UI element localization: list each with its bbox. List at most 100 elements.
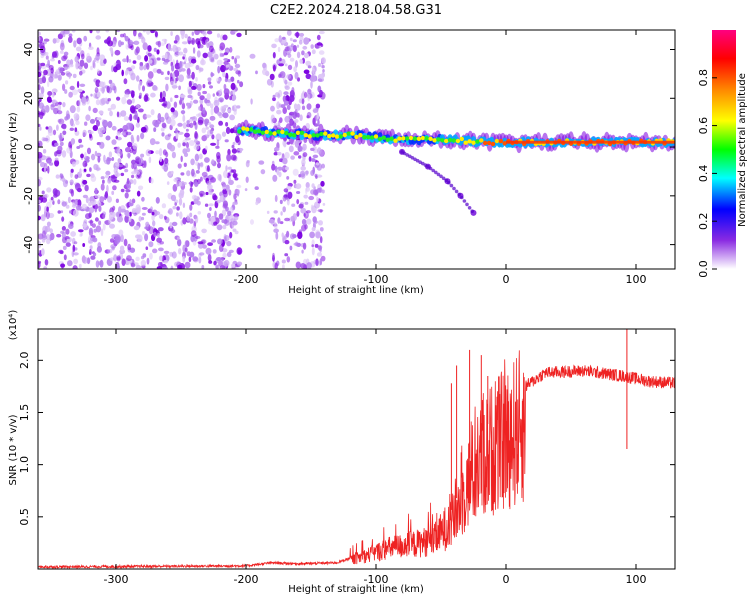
spectrogram-noise-point (211, 159, 215, 165)
spectrogram-noise-point (51, 92, 55, 98)
spectrogram-noise-point (138, 185, 144, 191)
spectrogram-noise-point (65, 242, 71, 247)
spectrogram-noise-point (99, 81, 105, 88)
spectrogram-noise-point (217, 238, 223, 245)
spectrogram-noise-point (111, 190, 115, 195)
spectrogram-noise-point (140, 126, 147, 133)
spectrogram-noise-point (135, 122, 141, 128)
spectrogram-noise-point (130, 65, 136, 70)
spectrogram-noise-point (61, 150, 67, 158)
spectrogram-signal-peak (377, 136, 383, 142)
spectrogram-noise-point (38, 36, 41, 42)
spectrogram-noise-point (111, 139, 117, 145)
spectrogram-noise-point (177, 236, 181, 240)
spectrogram-noise-point (164, 76, 170, 81)
spectrogram-noise-point (198, 67, 204, 72)
spectrogram-noise-point (296, 51, 301, 59)
spectrogram-noise-point (202, 107, 206, 115)
spectrogram-noise-point (201, 171, 208, 177)
spectrogram-noise-point (41, 136, 46, 142)
spectrogram-noise-point (199, 193, 203, 198)
spectrogram-noise-point (205, 247, 212, 255)
snr-x-tick-label: 100 (626, 573, 647, 586)
spectrogram-noise-point (300, 263, 306, 269)
spectrogram-noise-point (194, 236, 201, 239)
spectrogram-noise-point (312, 154, 319, 159)
spectrogram-noise-point (202, 90, 208, 95)
spectrogram-noise-point (219, 52, 223, 58)
spectrogram-noise-point (171, 221, 178, 227)
spectrogram-noise-point (165, 151, 169, 158)
spectrogram-noise-point (158, 148, 163, 157)
spectrogram-noise-point (109, 223, 115, 229)
spectrogram-noise-point (40, 162, 46, 168)
spectrogram-noise-point (145, 221, 150, 228)
snr-series-line (38, 350, 675, 569)
spectrogram-noise-point (149, 252, 153, 260)
spectrogram-noise-point (279, 57, 282, 62)
spectrogram-noise-point (233, 192, 237, 201)
spectrogram-noise-point (310, 80, 313, 89)
spectrogram-noise-point (126, 99, 133, 105)
spectrogram-noise-point (61, 216, 65, 222)
spectrogram-signal-peak (475, 139, 480, 144)
spectrogram-noise-point (72, 265, 78, 269)
spectrogram-noise-point (102, 213, 106, 219)
spectrogram-noise-point (194, 181, 199, 188)
spectrogram-x-tick-label: -100 (364, 273, 389, 286)
spectrogram-noise-point (236, 184, 242, 189)
spectrogram-noise-point (170, 119, 176, 127)
spectrogram-noise-point (301, 224, 307, 232)
spectrogram-noise-point (99, 59, 104, 67)
spectrogram-noise-point (179, 60, 182, 69)
spectrogram-noise-point (182, 53, 186, 58)
spectrogram-noise-point (67, 196, 71, 204)
spectrogram-signal-peak (428, 136, 433, 141)
spectrogram-noise-point (141, 216, 145, 221)
spectrogram-noise-point (300, 207, 307, 214)
spectrogram-noise-point (277, 46, 281, 53)
spectrogram-signal-peak (268, 131, 273, 136)
spectrogram-noise-point (205, 145, 208, 151)
spectrogram-signal-peak (291, 133, 297, 138)
spectrogram-signal-peak (311, 133, 316, 138)
spectrogram-noise-point (274, 262, 278, 269)
spectrogram-noise-point (72, 200, 79, 207)
spectrogram-x-ticks: -300 -200 -100 0 100 (104, 30, 647, 286)
spectrogram-noise-point (48, 64, 54, 71)
spectrogram-noise-point (199, 252, 205, 256)
spectrogram-noise-point (121, 69, 124, 77)
spectrogram-noise-point (149, 138, 156, 146)
spectrogram-noise-point (153, 127, 157, 132)
snr-y-tick-label: 1.0 (18, 456, 31, 474)
spectrogram-noise-point (322, 202, 326, 206)
spectrogram-noise-point (200, 161, 204, 168)
spectrogram-noise-point (226, 153, 232, 162)
spectrogram-noise-point (268, 218, 275, 224)
spectrogram-noise-point (117, 149, 122, 157)
spectrogram-noise-point (73, 258, 78, 265)
spectrogram-noise-point (255, 201, 259, 206)
spectrogram-noise-point (38, 204, 41, 212)
spectrogram-noise-point (64, 66, 68, 71)
spectrogram-noise-point (307, 89, 312, 93)
spectrogram-noise-point (294, 140, 300, 148)
spectrogram-noise-point (96, 47, 100, 55)
spectrogram-noise-point (89, 167, 92, 172)
spectrogram-noise-point (201, 127, 207, 134)
spectrogram-noise-point (76, 37, 82, 45)
spectrogram-noise-point (128, 41, 135, 45)
spectrogram-noise-point (54, 88, 57, 94)
spectrogram-signal-peak (440, 138, 445, 143)
spectrogram-noise-point (284, 79, 288, 85)
spectrogram-noise-point (178, 197, 183, 206)
spectrogram-noise-point (69, 188, 74, 194)
spectrogram-noise-point (57, 199, 61, 205)
spectrogram-noise-point (107, 98, 111, 102)
spectrogram-noise-point (128, 216, 132, 223)
spectrogram-noise-point (319, 30, 325, 35)
spectrogram-noise-point (183, 47, 188, 54)
spectrogram-noise-point (100, 126, 106, 134)
spectrogram-noise-point (135, 75, 140, 82)
